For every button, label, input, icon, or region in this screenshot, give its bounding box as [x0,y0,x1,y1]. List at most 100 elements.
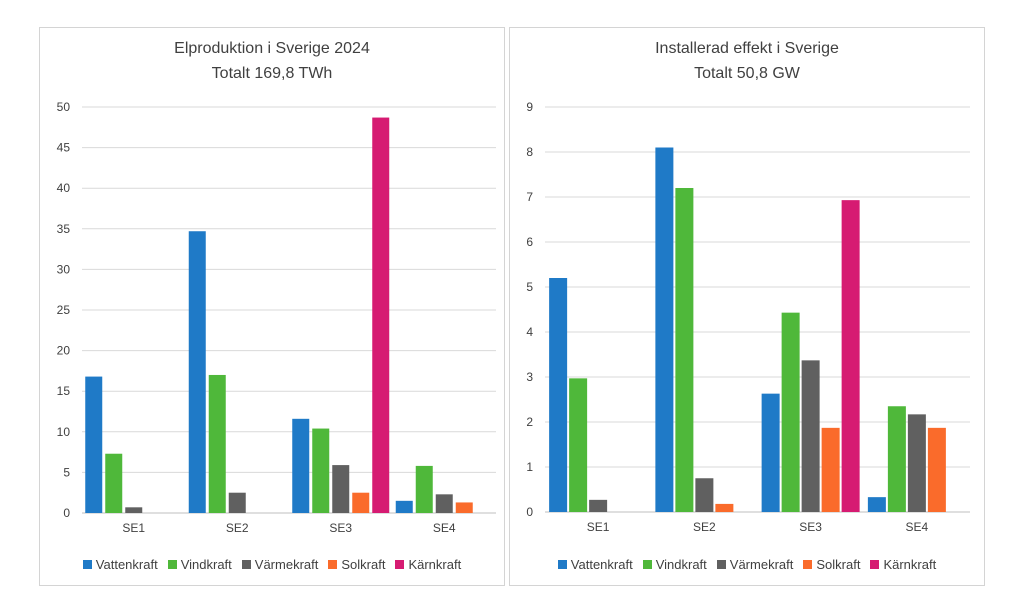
x-tick-label: SE4 [906,520,929,534]
bar-chart-production: 0 5 10 15 20 25 30 35 40 45 50 SE1 SE2 SE3 SE4 [57,100,496,535]
legend-label: Kärnkraft [883,557,937,572]
bar-vindkraft-se1 [105,453,123,513]
legend-label: Solkraft [816,557,861,572]
bar-vattenkraft-se4 [395,500,413,513]
chart-panel-production: Elproduktion i Sverige 2024 Totalt 169,8… [39,27,505,586]
bar-solkraft-se3 [352,492,370,513]
y-tick-label: 9 [526,100,533,114]
legend-label: Vindkraft [180,557,232,572]
legend-label: Värmekraft [254,557,319,572]
bar-vattenkraft-se4 [867,497,886,512]
y-tick-label: 2 [526,415,533,429]
legend-label: Vattenkraft [95,557,158,572]
bar-värmekraft-se3 [801,360,820,512]
chart-subtitle: Totalt 50,8 GW [694,65,800,82]
x-tick-label: SE1 [587,520,610,534]
y-tick-label: 45 [57,141,71,155]
y-tick-label: 7 [526,190,533,204]
y-tick-label: 8 [526,145,533,159]
legend-swatch [716,560,726,569]
bar-solkraft-se3 [821,427,840,512]
legend-item: Värmekraft [716,557,794,572]
chart-panel-capacity: Installerad effekt i Sverige Totalt 50,8… [509,27,985,586]
bar-vindkraft-se4 [887,406,906,512]
legend-swatch [241,560,251,569]
bar-vattenkraft-se2 [655,147,674,512]
legend-item: Värmekraft [241,557,319,572]
bar-vattenkraft-se1 [85,376,103,513]
chart-legend: Vattenkraft Vindkraft Värmekraft Solkraft Kä… [510,557,984,572]
y-tick-label: 0 [526,505,533,519]
bar-vattenkraft-se2 [188,231,206,513]
legend-item: Vattenkraft [82,557,158,572]
legend-swatch [82,560,92,569]
x-tick-label: SE3 [329,521,352,535]
y-tick-label: 4 [526,325,533,339]
bar-vindkraft-se3 [312,428,330,513]
bar-värmekraft-se3 [332,465,350,513]
x-tick-label: SE4 [433,521,456,535]
legend-item: Vindkraft [642,557,707,572]
legend-item: Vindkraft [167,557,232,572]
legend-label: Vattenkraft [570,557,633,572]
y-tick-label: 1 [526,460,533,474]
y-tick-label: 15 [57,384,71,398]
legend-swatch [870,560,880,569]
x-tick-label: SE3 [799,520,822,534]
bar-värmekraft-se1 [125,507,143,513]
legend-swatch [557,560,567,569]
bar-vattenkraft-se3 [292,418,310,513]
y-tick-label: 20 [57,344,71,358]
bar-solkraft-se4 [455,502,473,513]
chart-subtitle: Totalt 169,8 TWh [211,65,333,82]
bar-solkraft-se4 [927,427,946,512]
y-tick-label: 0 [63,506,70,520]
x-tick-label: SE2 [693,520,716,534]
bar-solkraft-se2 [715,503,734,512]
bar-vindkraft-se2 [208,374,226,513]
y-tick-label: 5 [63,465,70,479]
legend-item: Solkraft [328,557,385,572]
legend-label: Vindkraft [655,557,707,572]
y-tick-label: 50 [57,100,71,114]
legend-swatch [328,560,338,569]
bar-värmekraft-se4 [435,494,453,513]
legend-label: Värmekraft [729,557,794,572]
y-tick-label: 3 [526,370,533,384]
y-tick-label: 40 [57,181,71,195]
y-tick-label: 25 [57,303,71,317]
bar-chart-capacity: 0 1 2 3 4 5 6 7 8 9 SE1 SE2 SE3 SE4 [526,100,970,534]
chart-title: Elproduktion i Sverige 2024 [174,40,370,57]
bar-värmekraft-se2 [228,492,246,513]
bar-värmekraft-se1 [589,499,608,512]
legend-item: Kärnkraft [870,557,936,572]
legend-swatch [642,560,652,569]
bar-vattenkraft-se3 [761,393,780,512]
legend-item: Kärnkraft [395,557,461,572]
x-tick-label: SE2 [226,521,249,535]
bar-vattenkraft-se1 [549,278,568,512]
bar-vindkraft-se1 [569,378,588,512]
chart-legend: Vattenkraft Vindkraft Värmekraft Solkraft Kä… [40,557,504,572]
y-tick-label: 5 [526,280,533,294]
legend-swatch [167,560,177,569]
y-tick-label: 10 [57,425,71,439]
y-tick-label: 30 [57,262,71,276]
chart-title: Installerad effekt i Sverige [655,40,839,57]
bar-kärnkraft-se3 [841,200,860,512]
x-tick-label: SE1 [122,521,145,535]
bar-kärnkraft-se3 [372,117,390,513]
y-tick-label: 6 [526,235,533,249]
bar-värmekraft-se2 [695,478,714,512]
bar-vindkraft-se4 [415,465,433,513]
bar-vindkraft-se2 [675,188,694,512]
legend-label: Kärnkraft [408,557,462,572]
legend-swatch [395,560,405,569]
y-tick-label: 35 [57,222,71,236]
legend-swatch [803,560,813,569]
bar-vindkraft-se3 [781,312,800,512]
legend-label: Solkraft [341,557,386,572]
bar-värmekraft-se4 [907,414,926,512]
legend-item: Solkraft [803,557,860,572]
legend-item: Vattenkraft [557,557,633,572]
